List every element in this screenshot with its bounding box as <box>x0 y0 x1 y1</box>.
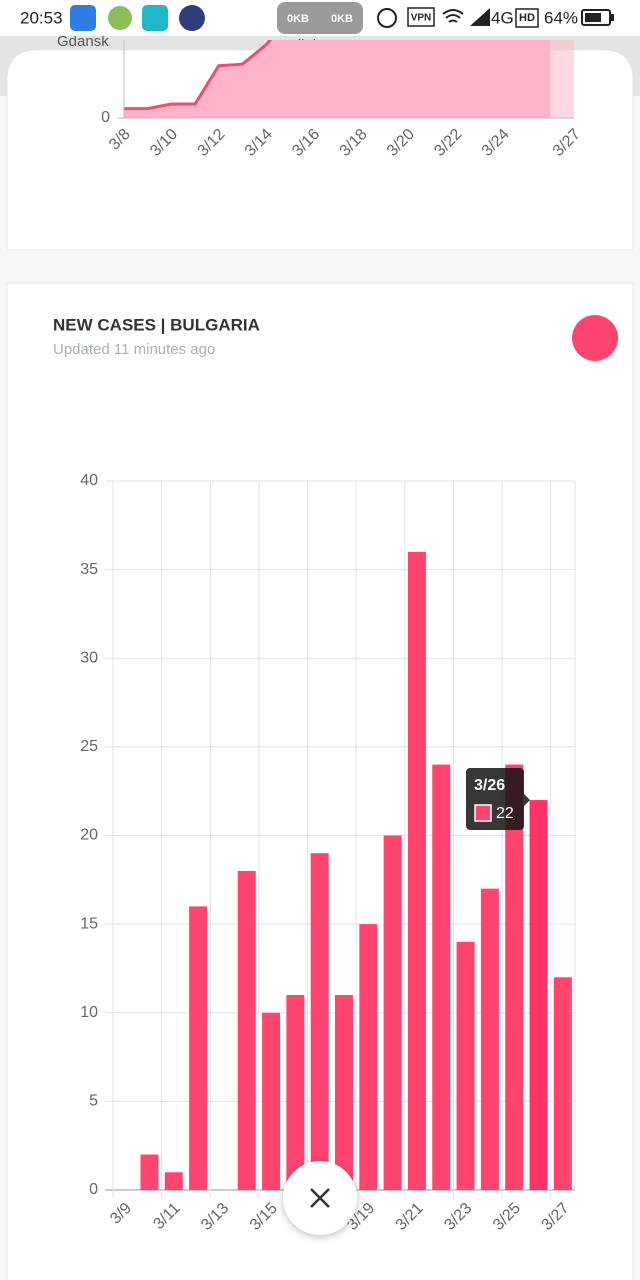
net-speed: 0KB <box>331 13 353 25</box>
bar <box>553 977 572 1190</box>
bar <box>189 906 208 1190</box>
line <box>124 40 273 111</box>
bar <box>359 924 378 1190</box>
y-tick-label: 0 <box>101 109 110 126</box>
y-tick-label: 20 <box>80 827 98 844</box>
battery-label: 64% <box>544 8 578 27</box>
app-icon <box>108 6 132 30</box>
clock: 20:53 <box>20 8 63 27</box>
close-icon <box>310 1188 330 1208</box>
chart-subtitle: Updated 11 minutes ago <box>53 341 215 358</box>
bar <box>237 870 256 1190</box>
app-icon <box>70 5 96 31</box>
area-fill <box>124 40 551 118</box>
y-tick-label: 0 <box>89 1181 98 1198</box>
battery-icon <box>581 9 611 26</box>
y-tick-label: 30 <box>80 649 98 666</box>
alarm-icon <box>377 8 397 28</box>
y-tick-label: 15 <box>80 915 98 932</box>
close-button[interactable] <box>283 1161 357 1235</box>
y-tick-label: 40 <box>80 472 98 489</box>
network-label: 4G <box>491 8 514 27</box>
bar <box>286 995 305 1190</box>
bar <box>383 835 402 1190</box>
battery-tip <box>611 14 614 21</box>
vpn-box <box>407 7 435 27</box>
vpn-label: VPN <box>411 13 432 24</box>
signal-icon <box>470 8 490 26</box>
net-speed-bg <box>277 2 363 34</box>
y-tick-label: 5 <box>89 1093 98 1110</box>
chart: 05101520253035403/93/113/133/153/173/193… <box>80 472 576 1234</box>
tooltip-title: 3/26 <box>474 777 505 794</box>
net-speed: 0KB <box>287 13 309 25</box>
y-tick-label: 10 <box>80 1004 98 1021</box>
app-icon <box>142 5 168 31</box>
bar <box>480 888 499 1190</box>
tooltip: 3/26 22 <box>466 768 530 830</box>
bar <box>529 800 548 1190</box>
y-tick-label: 25 <box>80 738 98 755</box>
bar <box>456 941 475 1190</box>
y-tick-label: 35 <box>80 561 98 578</box>
app-icon <box>179 5 205 31</box>
wifi-icon <box>442 9 464 23</box>
hd-box <box>515 8 539 28</box>
chart-title: NEW CASES | BULGARIA <box>53 315 260 334</box>
bar <box>310 853 329 1190</box>
bar <box>262 1012 281 1190</box>
bar <box>432 764 451 1190</box>
map-label: Gdansk <box>57 33 109 50</box>
hd-label: HD <box>519 12 535 24</box>
plot-area <box>124 40 574 118</box>
bar <box>335 995 353 1190</box>
status-dot <box>572 315 618 361</box>
tooltip-value: 22 <box>496 805 514 822</box>
tooltip-arrow <box>524 794 530 806</box>
bar <box>407 551 426 1190</box>
bar <box>505 764 524 1190</box>
battery-level <box>585 13 601 22</box>
area-fill-projected <box>550 40 574 118</box>
bar <box>140 1154 159 1190</box>
tooltip-swatch <box>474 804 492 822</box>
bar <box>164 1172 183 1190</box>
